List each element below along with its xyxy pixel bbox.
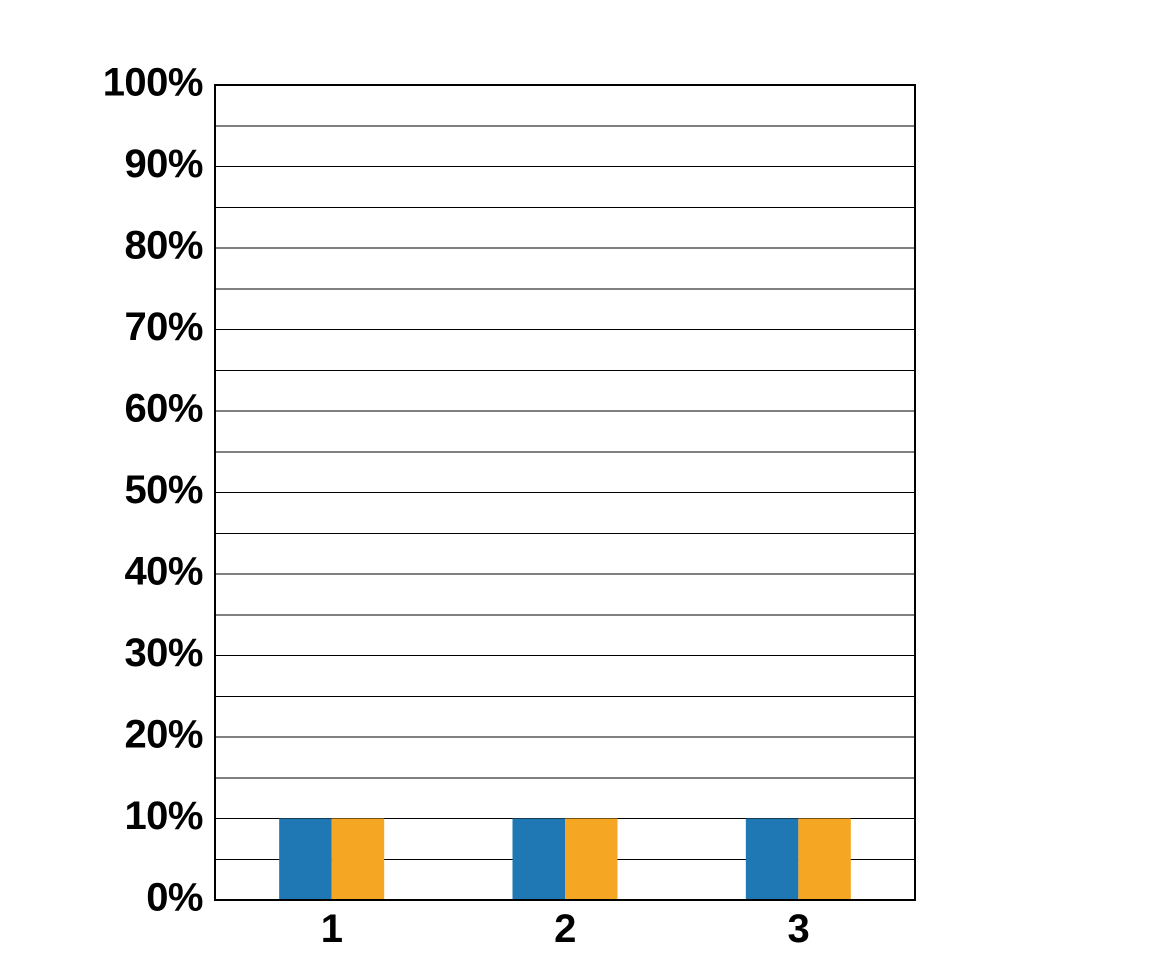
y-tick-label-40: 40% (124, 550, 203, 594)
chart-stage: 0% 10% 20% 30% 40% 50% 60% 70% 80% 90% 100% 1 2 3 (0, 0, 1161, 980)
bar-series-a-1 (279, 819, 332, 901)
bar-series-b-3 (798, 819, 851, 901)
y-tick-label-60: 60% (124, 387, 203, 431)
x-tick-label-2: 2 (554, 907, 576, 951)
y-tick-label-70: 70% (124, 305, 203, 349)
bar-chart: 0% 10% 20% 30% 40% 50% 60% 70% 80% 90% 100% 1 2 3 (0, 0, 1161, 980)
bar-series-b-1 (332, 819, 385, 901)
y-tick-label-100: 100% (103, 61, 203, 105)
x-tick-label-3: 3 (787, 907, 809, 951)
y-tick-label-30: 30% (124, 631, 203, 675)
y-tick-label-20: 20% (124, 713, 203, 757)
x-tick-label-1: 1 (321, 907, 343, 951)
y-tick-label-0: 0% (146, 876, 203, 920)
y-tick-label-50: 50% (124, 468, 203, 512)
y-tick-label-80: 80% (124, 224, 203, 268)
y-tick-label-90: 90% (124, 142, 203, 186)
bar-series-a-3 (746, 819, 799, 901)
y-tick-label-10: 10% (124, 794, 203, 838)
bar-series-a-2 (513, 819, 566, 901)
bar-series-b-2 (565, 819, 618, 901)
